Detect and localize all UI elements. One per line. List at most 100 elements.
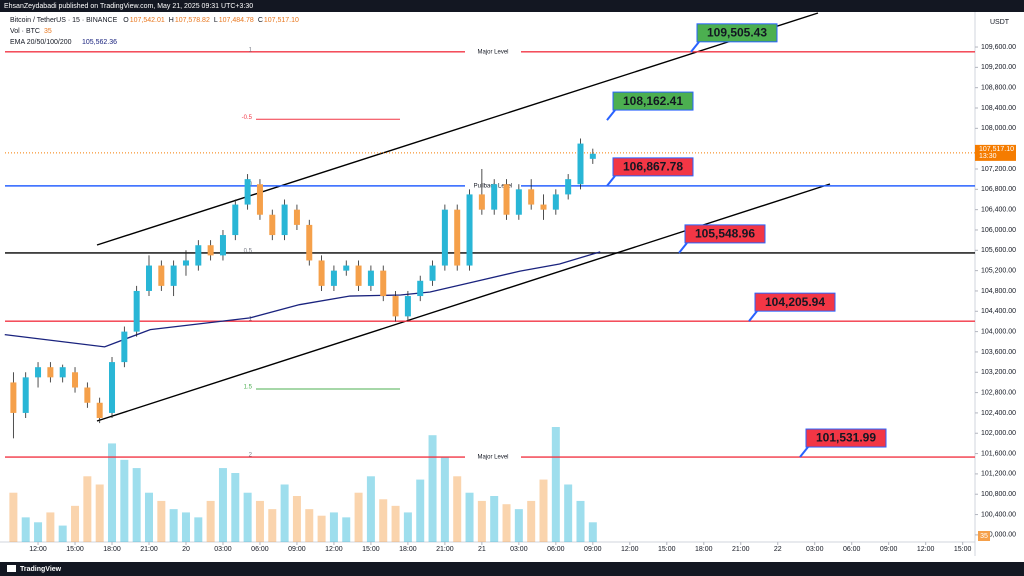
candle-body	[219, 235, 226, 256]
candle-body	[528, 189, 535, 205]
volume-bar	[243, 492, 252, 542]
volume-bar	[391, 505, 400, 542]
volume-bar	[453, 476, 462, 542]
vol-label: Vol · BTC	[10, 28, 40, 35]
y-tick-label: 100,800.00	[981, 491, 1016, 498]
candle-body	[503, 184, 510, 215]
channel-lower	[96, 183, 831, 422]
level-label: Major Level	[477, 455, 508, 461]
volume-bar	[268, 509, 277, 542]
volume-bar	[231, 473, 240, 542]
candle-body	[441, 209, 448, 266]
candle-body	[355, 265, 362, 286]
volume-bar	[144, 492, 153, 542]
x-tick-label: 06:00	[547, 546, 565, 553]
legend: Bitcoin / TetherUS · 15 · BINANCE Vol · …	[10, 17, 299, 46]
callout-box	[696, 23, 778, 43]
x-tick-label: 12:00	[621, 546, 639, 553]
x-tick-label: 12:00	[29, 546, 47, 553]
vol-badge-value: 35	[980, 533, 988, 540]
ohlc-key: C	[258, 17, 263, 24]
ohlc-value: 107,578.82	[175, 17, 210, 24]
x-tick-label: 12:00	[325, 546, 343, 553]
y-tick-label: 104,400.00	[981, 308, 1016, 315]
ema-label: EMA 20/50/100/200	[10, 39, 72, 46]
volume-bar	[588, 522, 597, 542]
candle-body	[256, 184, 263, 215]
volume-bar	[292, 496, 301, 542]
callout-label: 106,867.78	[623, 160, 683, 174]
candle-body	[429, 265, 436, 281]
y-tick-label: 103,200.00	[981, 369, 1016, 376]
symbol: Bitcoin / TetherUS · 15 · BINANCE	[10, 17, 118, 24]
y-tick-label: 108,800.00	[981, 85, 1016, 92]
y-tick-label: 108,000.00	[981, 125, 1016, 132]
candle-body	[466, 194, 473, 266]
callout-label: 105,548.96	[695, 227, 755, 241]
y-tick-label: 101,600.00	[981, 450, 1016, 457]
brand[interactable]: TradingView	[20, 566, 62, 573]
candle-body	[10, 382, 17, 413]
y-tick-label: 102,400.00	[981, 410, 1016, 417]
volume-bar	[403, 512, 412, 542]
callout-label: 104,205.94	[765, 295, 825, 309]
ohlc-key: O	[123, 17, 129, 24]
x-tick-label: 18:00	[695, 546, 713, 553]
x-tick-label: 09:00	[584, 546, 602, 553]
candle-body	[589, 153, 596, 159]
publisher: EhsanZeydabadi published on TradingView.…	[4, 3, 253, 10]
x-tick-label: 18:00	[103, 546, 121, 553]
volume-bar	[305, 509, 314, 542]
volume-bar	[490, 496, 499, 542]
callout-box	[754, 292, 836, 312]
fib-label: 0.5	[244, 248, 253, 254]
volume-bar	[354, 492, 363, 542]
fib-label: 1	[249, 47, 253, 53]
vol-badge	[978, 531, 990, 541]
fib-label: -0.5	[242, 115, 253, 121]
volume-bar	[194, 517, 203, 542]
level-label-bg	[465, 453, 521, 462]
volume-bar	[416, 479, 425, 542]
y-tick-label: 106,400.00	[981, 206, 1016, 213]
x-tick-label: 03:00	[510, 546, 528, 553]
candle-body	[109, 362, 116, 413]
volume-bar	[477, 500, 486, 542]
volume-bar	[440, 456, 449, 542]
y-tick-label: 103,600.00	[981, 349, 1016, 356]
candle-body	[182, 260, 189, 266]
x-tick-label: 15:00	[658, 546, 676, 553]
volume-bar	[502, 504, 511, 542]
ema-value: 105,562.36	[82, 39, 117, 46]
callout-pointer	[748, 310, 758, 322]
x-tick-label: 03:00	[214, 546, 232, 553]
top-bar	[0, 0, 1024, 12]
volume-bar	[329, 512, 338, 542]
x-tick-label: 21	[478, 546, 486, 553]
y-tick-label: 108,400.00	[981, 105, 1016, 112]
ema-line	[4, 251, 601, 348]
ohlc-value: 107,517.10	[264, 17, 299, 24]
x-tick-label: 21:00	[732, 546, 750, 553]
volume-bar	[280, 484, 289, 542]
candle-body	[306, 224, 313, 261]
currency: USDT	[990, 19, 1010, 26]
x-tick-label: 21:00	[140, 546, 158, 553]
candle-body	[59, 367, 66, 378]
volume-bar	[108, 443, 117, 542]
y-tick-label: 102,000.00	[981, 430, 1016, 437]
bottom-bar	[0, 562, 1024, 576]
volume-bar	[255, 500, 264, 542]
volume-bar	[206, 500, 215, 542]
y-tick-label: 105,600.00	[981, 247, 1016, 254]
brand-logo	[7, 565, 16, 572]
fib-label: 1.5	[244, 385, 253, 391]
y-tick-label: 105,200.00	[981, 267, 1016, 274]
y-tick-label: 104,800.00	[981, 288, 1016, 295]
callout-pointer	[799, 446, 809, 458]
callout-pointer	[606, 175, 616, 187]
y-tick-label: 104,000.00	[981, 328, 1016, 335]
candle-body	[318, 260, 325, 286]
callout-box	[805, 428, 887, 448]
